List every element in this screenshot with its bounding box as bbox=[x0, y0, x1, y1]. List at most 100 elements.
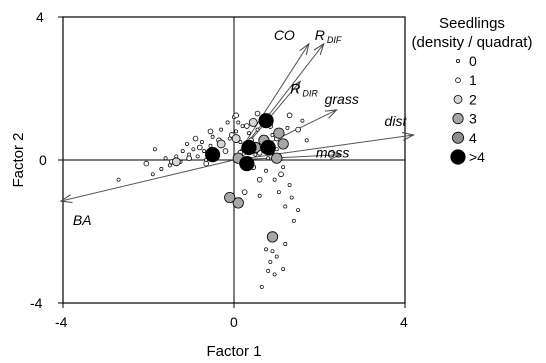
data-point-level-0 bbox=[304, 138, 309, 143]
data-point-level-0 bbox=[234, 129, 239, 134]
data-point-level-0 bbox=[116, 177, 121, 182]
data-point-level-0 bbox=[253, 152, 258, 157]
data-point-level-0 bbox=[225, 120, 230, 125]
data-point-level-1 bbox=[241, 189, 248, 195]
data-point-level-0 bbox=[180, 149, 185, 154]
data-point-level-1 bbox=[254, 110, 261, 117]
data-point-level-0 bbox=[289, 195, 294, 200]
y-tick-label-bottom: -4 bbox=[30, 295, 43, 311]
data-point-level-1 bbox=[203, 160, 210, 167]
data-point-level-0 bbox=[199, 140, 204, 145]
x-tick-label-right: 4 bbox=[400, 314, 408, 330]
data-point-level-2 bbox=[171, 157, 181, 167]
data-point-level-1 bbox=[295, 126, 301, 133]
data-point-level-2 bbox=[248, 118, 258, 127]
legend-label-2: 2 bbox=[469, 91, 477, 107]
data-point-level-0 bbox=[163, 156, 168, 161]
axis-ticks bbox=[58, 16, 406, 308]
legend-marker-1 bbox=[455, 77, 461, 83]
data-point-level-1 bbox=[222, 148, 229, 154]
data-point-level-0 bbox=[150, 172, 155, 177]
data-point-level-0 bbox=[208, 143, 213, 148]
legend-marker-4 bbox=[451, 131, 464, 144]
data-points bbox=[116, 110, 309, 289]
data-point-level-5 bbox=[260, 139, 276, 156]
x-tick-label-left: -4 bbox=[55, 314, 68, 330]
data-point-level-3 bbox=[271, 152, 283, 164]
legend-marker-3 bbox=[452, 113, 464, 125]
data-point-level-1 bbox=[233, 112, 239, 119]
data-point-level-0 bbox=[238, 140, 243, 145]
legend-title-line1: Seedlings bbox=[439, 15, 505, 32]
data-point-level-3 bbox=[266, 231, 279, 243]
data-point-level-3 bbox=[224, 191, 236, 204]
data-point-level-0 bbox=[236, 120, 241, 125]
data-point-level-1 bbox=[256, 176, 263, 183]
data-point-level-0 bbox=[219, 127, 224, 132]
data-point-level-0 bbox=[300, 118, 305, 123]
legend-label-3: 3 bbox=[469, 111, 477, 127]
data-point-level-5 bbox=[239, 155, 255, 172]
data-point-level-0 bbox=[274, 254, 279, 259]
data-point-level-0 bbox=[268, 259, 273, 264]
data-point-level-0 bbox=[191, 147, 196, 152]
legend-label-1: 1 bbox=[469, 72, 477, 88]
legend: Seedlings (density / quadrat) 0 1 2 3 4 >4 bbox=[412, 15, 533, 165]
x-tick-label-middle: 0 bbox=[230, 314, 238, 330]
data-point-level-0 bbox=[202, 149, 207, 154]
data-point-level-0 bbox=[283, 204, 288, 209]
data-point-level-0 bbox=[266, 268, 271, 273]
data-point-level-3 bbox=[277, 138, 289, 150]
data-point-level-0 bbox=[272, 177, 277, 182]
legend-marker-5 bbox=[450, 149, 466, 165]
data-point-level-0 bbox=[264, 168, 269, 173]
data-point-level-0 bbox=[285, 125, 290, 130]
data-point-level-0 bbox=[255, 127, 260, 132]
data-point-level-5 bbox=[241, 139, 257, 156]
data-point-level-0 bbox=[257, 193, 262, 198]
data-point-level-0 bbox=[270, 249, 275, 254]
data-point-level-1 bbox=[286, 112, 293, 119]
data-point-level-0 bbox=[296, 208, 301, 212]
data-point-level-1 bbox=[192, 135, 199, 142]
data-point-level-1 bbox=[186, 155, 192, 162]
legend-label-0: 0 bbox=[469, 53, 477, 69]
data-point-level-0 bbox=[266, 156, 271, 161]
data-point-level-0 bbox=[264, 247, 269, 252]
data-point-level-2 bbox=[231, 134, 241, 143]
data-point-level-0 bbox=[185, 141, 189, 146]
legend-label-5: >4 bbox=[469, 149, 485, 165]
data-point-level-1 bbox=[197, 144, 203, 151]
vector-label-r-dif: R DIF bbox=[315, 27, 342, 45]
vector-label-co: CO bbox=[274, 27, 295, 43]
data-point-level-1 bbox=[207, 128, 214, 135]
legend-label-4: 4 bbox=[469, 130, 477, 146]
data-point-level-5 bbox=[258, 113, 274, 129]
legend-marker-2 bbox=[453, 95, 463, 104]
data-point-level-1 bbox=[278, 171, 284, 178]
vector-label-grass: grass bbox=[325, 91, 359, 107]
data-point-level-0 bbox=[240, 124, 245, 128]
data-point-level-0 bbox=[259, 284, 264, 289]
y-axis-label: Factor 2 bbox=[10, 132, 27, 187]
data-point-level-1 bbox=[244, 123, 250, 129]
data-point-level-0 bbox=[276, 190, 281, 195]
vector-label-dist: dist bbox=[385, 113, 408, 129]
data-point-level-0 bbox=[159, 166, 164, 171]
data-point-level-0 bbox=[247, 131, 251, 136]
data-point-level-0 bbox=[281, 267, 286, 271]
data-point-level-3 bbox=[273, 127, 285, 139]
vector-label-r-dir: R DIR bbox=[290, 80, 318, 98]
y-tick-label-middle: 0 bbox=[39, 152, 47, 168]
data-point-level-2 bbox=[216, 139, 226, 149]
data-point-level-0 bbox=[291, 218, 296, 223]
data-point-level-0 bbox=[167, 163, 172, 168]
data-point-level-0 bbox=[281, 165, 286, 170]
vector-arrow-dist bbox=[233, 135, 414, 161]
data-point-level-0 bbox=[287, 183, 292, 187]
data-point-level-1 bbox=[143, 160, 150, 167]
data-point-level-0 bbox=[272, 272, 277, 277]
data-point-level-0 bbox=[210, 134, 215, 139]
data-point-level-0 bbox=[227, 136, 232, 141]
